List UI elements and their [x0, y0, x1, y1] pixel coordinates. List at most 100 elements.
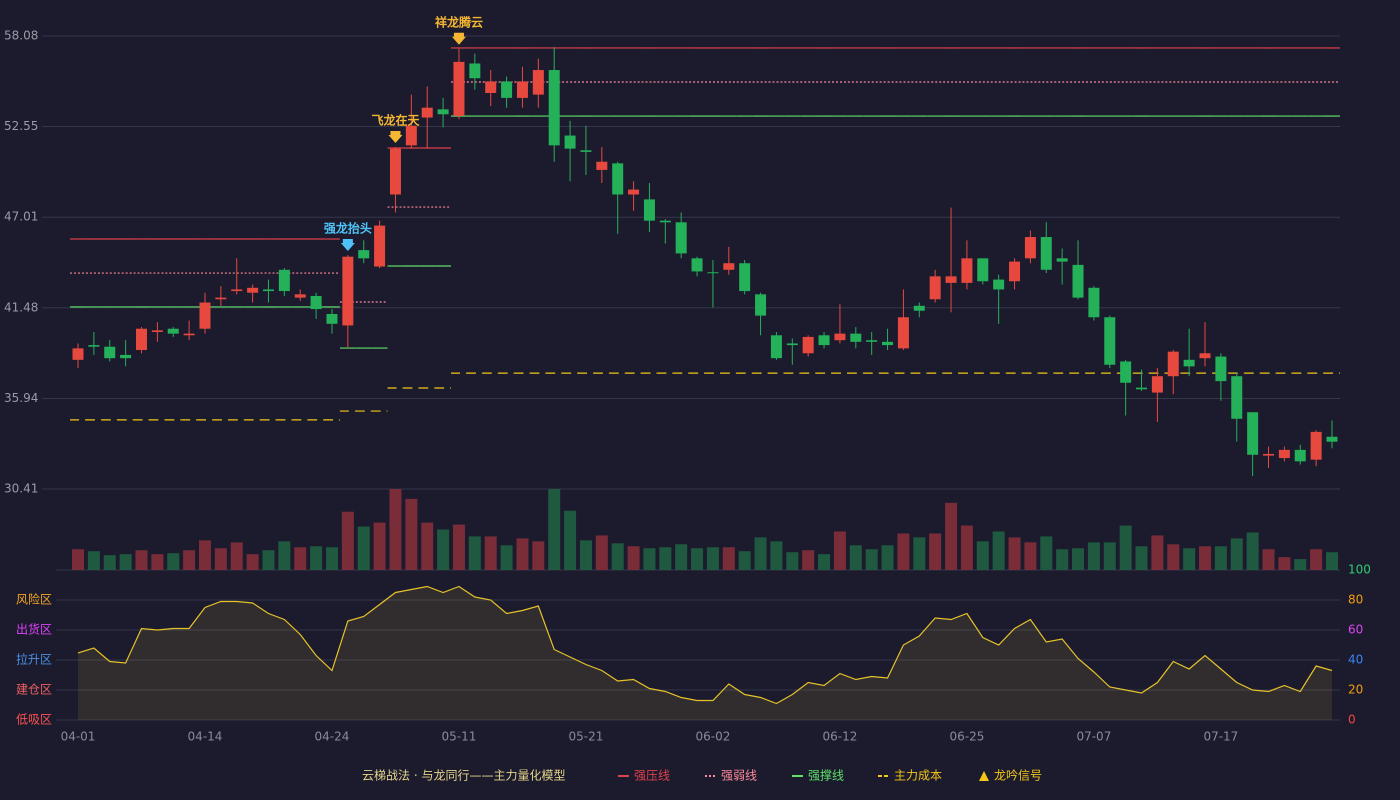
volume-bar	[135, 550, 148, 570]
candle-body	[1120, 361, 1132, 383]
zone-label: 低吸区	[16, 713, 52, 727]
y-tick-label: 47.01	[4, 210, 38, 224]
volume-bar	[230, 542, 243, 570]
x-tick-label: 04-24	[315, 730, 350, 744]
candle-body	[993, 279, 1005, 290]
x-tick-label: 07-07	[1076, 730, 1111, 744]
volume-bar	[421, 522, 434, 570]
y2-tick-label: 20	[1348, 683, 1363, 697]
volume-bar	[1262, 549, 1275, 570]
candle-body	[1231, 376, 1243, 419]
volume-bar	[992, 531, 1005, 570]
candle-body	[1009, 261, 1021, 282]
volume-bar	[310, 546, 323, 570]
candle-body	[421, 107, 433, 118]
volume-bar	[786, 552, 799, 570]
volume-bar	[198, 540, 211, 570]
volume-bar	[675, 544, 688, 570]
candle-body	[88, 345, 100, 347]
y-tick-label: 35.94	[4, 391, 38, 405]
volume-bar	[1072, 548, 1085, 570]
volume-bar	[1278, 557, 1291, 570]
volume-bar	[770, 541, 783, 570]
volume-bar	[151, 554, 164, 570]
candle-body	[342, 256, 354, 326]
legend-label: 主力成本	[894, 769, 942, 783]
y2-tick-label: 80	[1348, 593, 1363, 607]
candle-body	[643, 199, 655, 221]
candle-body	[1199, 353, 1211, 359]
candle-body	[596, 161, 608, 170]
x-tick-label: 05-11	[442, 730, 477, 744]
volume-bar	[627, 546, 640, 570]
candle-body	[723, 263, 735, 270]
candle-body	[1183, 359, 1195, 367]
volume-bar	[643, 548, 656, 570]
zone-label: 出货区	[16, 622, 52, 637]
candle-body	[405, 125, 417, 146]
x-tick-label: 05-21	[569, 730, 604, 744]
volume-bar	[516, 538, 529, 570]
signal-arrow	[388, 130, 403, 143]
volume-bar	[1167, 544, 1180, 570]
candle-body	[389, 148, 401, 195]
candle-body	[469, 63, 481, 79]
candle-body	[945, 276, 957, 283]
volume-bar	[818, 554, 831, 570]
volume-bar	[87, 551, 100, 570]
legend-label: 强弱线	[721, 769, 757, 783]
candle-body	[262, 289, 274, 292]
volume-bar	[691, 548, 704, 570]
candle-body	[961, 258, 973, 283]
candle-body	[1263, 453, 1275, 456]
volume-bar	[897, 533, 910, 570]
x-tick-label: 06-25	[949, 730, 984, 744]
x-tick-label: 07-17	[1203, 730, 1238, 744]
volume-bar	[595, 535, 608, 570]
candle-body	[167, 328, 179, 334]
candle-body	[72, 348, 84, 360]
candle-body	[929, 276, 941, 300]
volume-bar	[1214, 546, 1227, 570]
candle-body	[1294, 449, 1306, 462]
candle-body	[1136, 387, 1148, 390]
volume-bar	[929, 533, 942, 570]
candle-body	[1088, 287, 1100, 318]
candle-body	[580, 150, 592, 152]
y-tick-label: 52.55	[4, 119, 38, 133]
volume-bar	[1056, 549, 1069, 570]
candle-body	[437, 109, 449, 115]
legend-label: 强撑线	[808, 768, 844, 783]
candle-body	[199, 302, 211, 329]
candle-body	[374, 225, 386, 267]
candle-body	[1024, 237, 1036, 259]
candle-body	[1310, 431, 1322, 460]
candle-body	[215, 297, 227, 300]
volume-bar	[802, 550, 815, 570]
candle-body	[675, 222, 687, 254]
candle-body	[104, 346, 116, 359]
y-tick-label: 41.48	[4, 300, 38, 314]
volume-bar	[103, 555, 116, 570]
candle-body	[294, 294, 306, 298]
candle-body	[1215, 356, 1227, 382]
candle-body	[548, 70, 560, 146]
volume-bar	[500, 545, 513, 570]
candle-body	[897, 317, 909, 349]
zone-label: 拉升区	[16, 652, 52, 667]
volume-bar	[389, 489, 402, 570]
volume-bar	[1008, 537, 1021, 570]
candle-body	[1056, 258, 1068, 262]
volume-bar	[357, 526, 370, 570]
candle-body	[628, 189, 640, 195]
candle-body	[913, 305, 925, 311]
volume-bar	[579, 540, 592, 570]
volume-bar	[976, 541, 989, 570]
volume-bar	[1087, 542, 1100, 570]
candle-body	[1278, 449, 1290, 459]
zone-label: 建仓区	[16, 683, 52, 697]
volume-bar	[468, 536, 481, 570]
candle-body	[1151, 376, 1163, 393]
candle-body	[739, 263, 751, 292]
candle-body	[1104, 317, 1116, 365]
